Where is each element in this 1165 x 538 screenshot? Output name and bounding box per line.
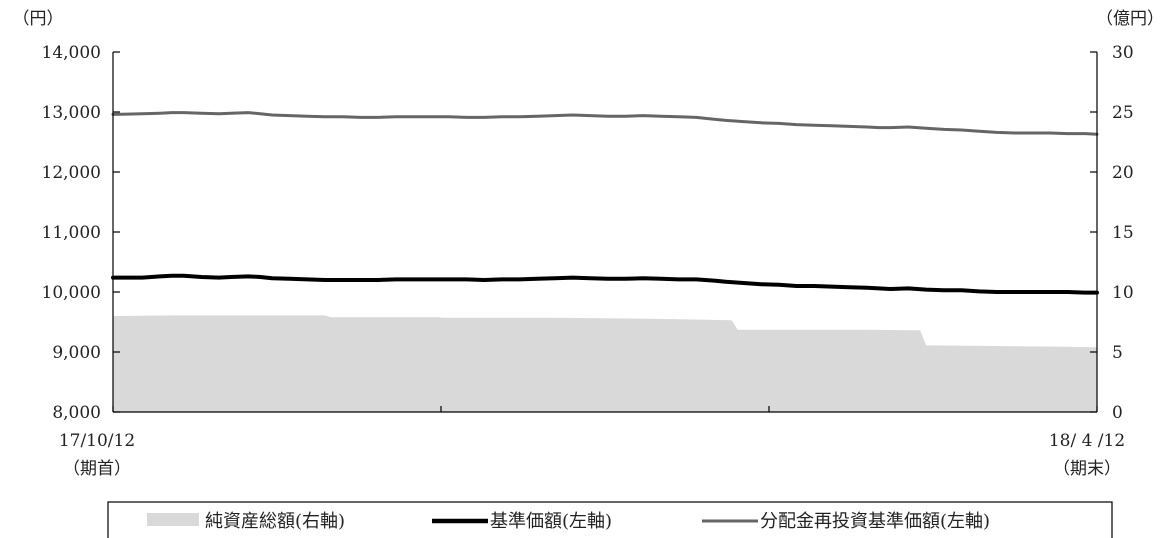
left-tick-label: 8,000 <box>52 403 101 423</box>
legend-label-reinvested-nav: 分配金再投資基準価額(左軸) <box>760 511 990 532</box>
left-tick-label: 14,000 <box>42 43 101 63</box>
legend-label-net-assets: 純資産総額(右軸) <box>205 511 345 532</box>
right-tick-label: 10 <box>1112 283 1134 303</box>
tick-label-layer: 8,000 9,000 10,000 11,000 12,000 13,000 14,000… <box>42 43 1134 423</box>
x-end-sublabel: （期末） <box>1053 459 1121 479</box>
right-tick-label: 25 <box>1112 103 1134 123</box>
legend-swatch-net-assets <box>147 513 199 526</box>
left-tick-label: 11,000 <box>42 223 101 243</box>
right-tick-label: 5 <box>1112 343 1123 363</box>
right-axis-unit: （億円） <box>1096 9 1164 29</box>
left-tick-label: 9,000 <box>52 343 101 363</box>
line-layer <box>111 111 1099 295</box>
area-layer <box>113 315 1097 412</box>
left-axis-unit: （円） <box>13 9 64 29</box>
right-tick-label: 20 <box>1112 163 1134 183</box>
x-start-sublabel: （期首） <box>63 459 131 479</box>
legend: 純資産総額(右軸) 基準価額(左軸) 分配金再投資基準価額(左軸) <box>107 501 1113 538</box>
legend-box <box>107 501 1113 538</box>
left-tick-label: 12,000 <box>42 163 101 183</box>
x-start-label: 17/10/12 <box>59 431 135 451</box>
right-tick-label: 30 <box>1112 43 1134 63</box>
left-tick-label: 10,000 <box>42 283 101 303</box>
x-end-label: 18/ 4 /12 <box>1049 431 1125 451</box>
axis-layer <box>112 51 1098 413</box>
legend-label-nav: 基準価額(左軸) <box>490 511 612 532</box>
left-tick-label: 13,000 <box>42 103 101 123</box>
series-area-net-assets <box>113 315 1097 412</box>
series-line-nav <box>111 273 1099 295</box>
right-tick-label: 0 <box>1112 403 1123 423</box>
series-line-reinvested-nav <box>111 111 1099 136</box>
right-tick-label: 15 <box>1112 223 1134 243</box>
